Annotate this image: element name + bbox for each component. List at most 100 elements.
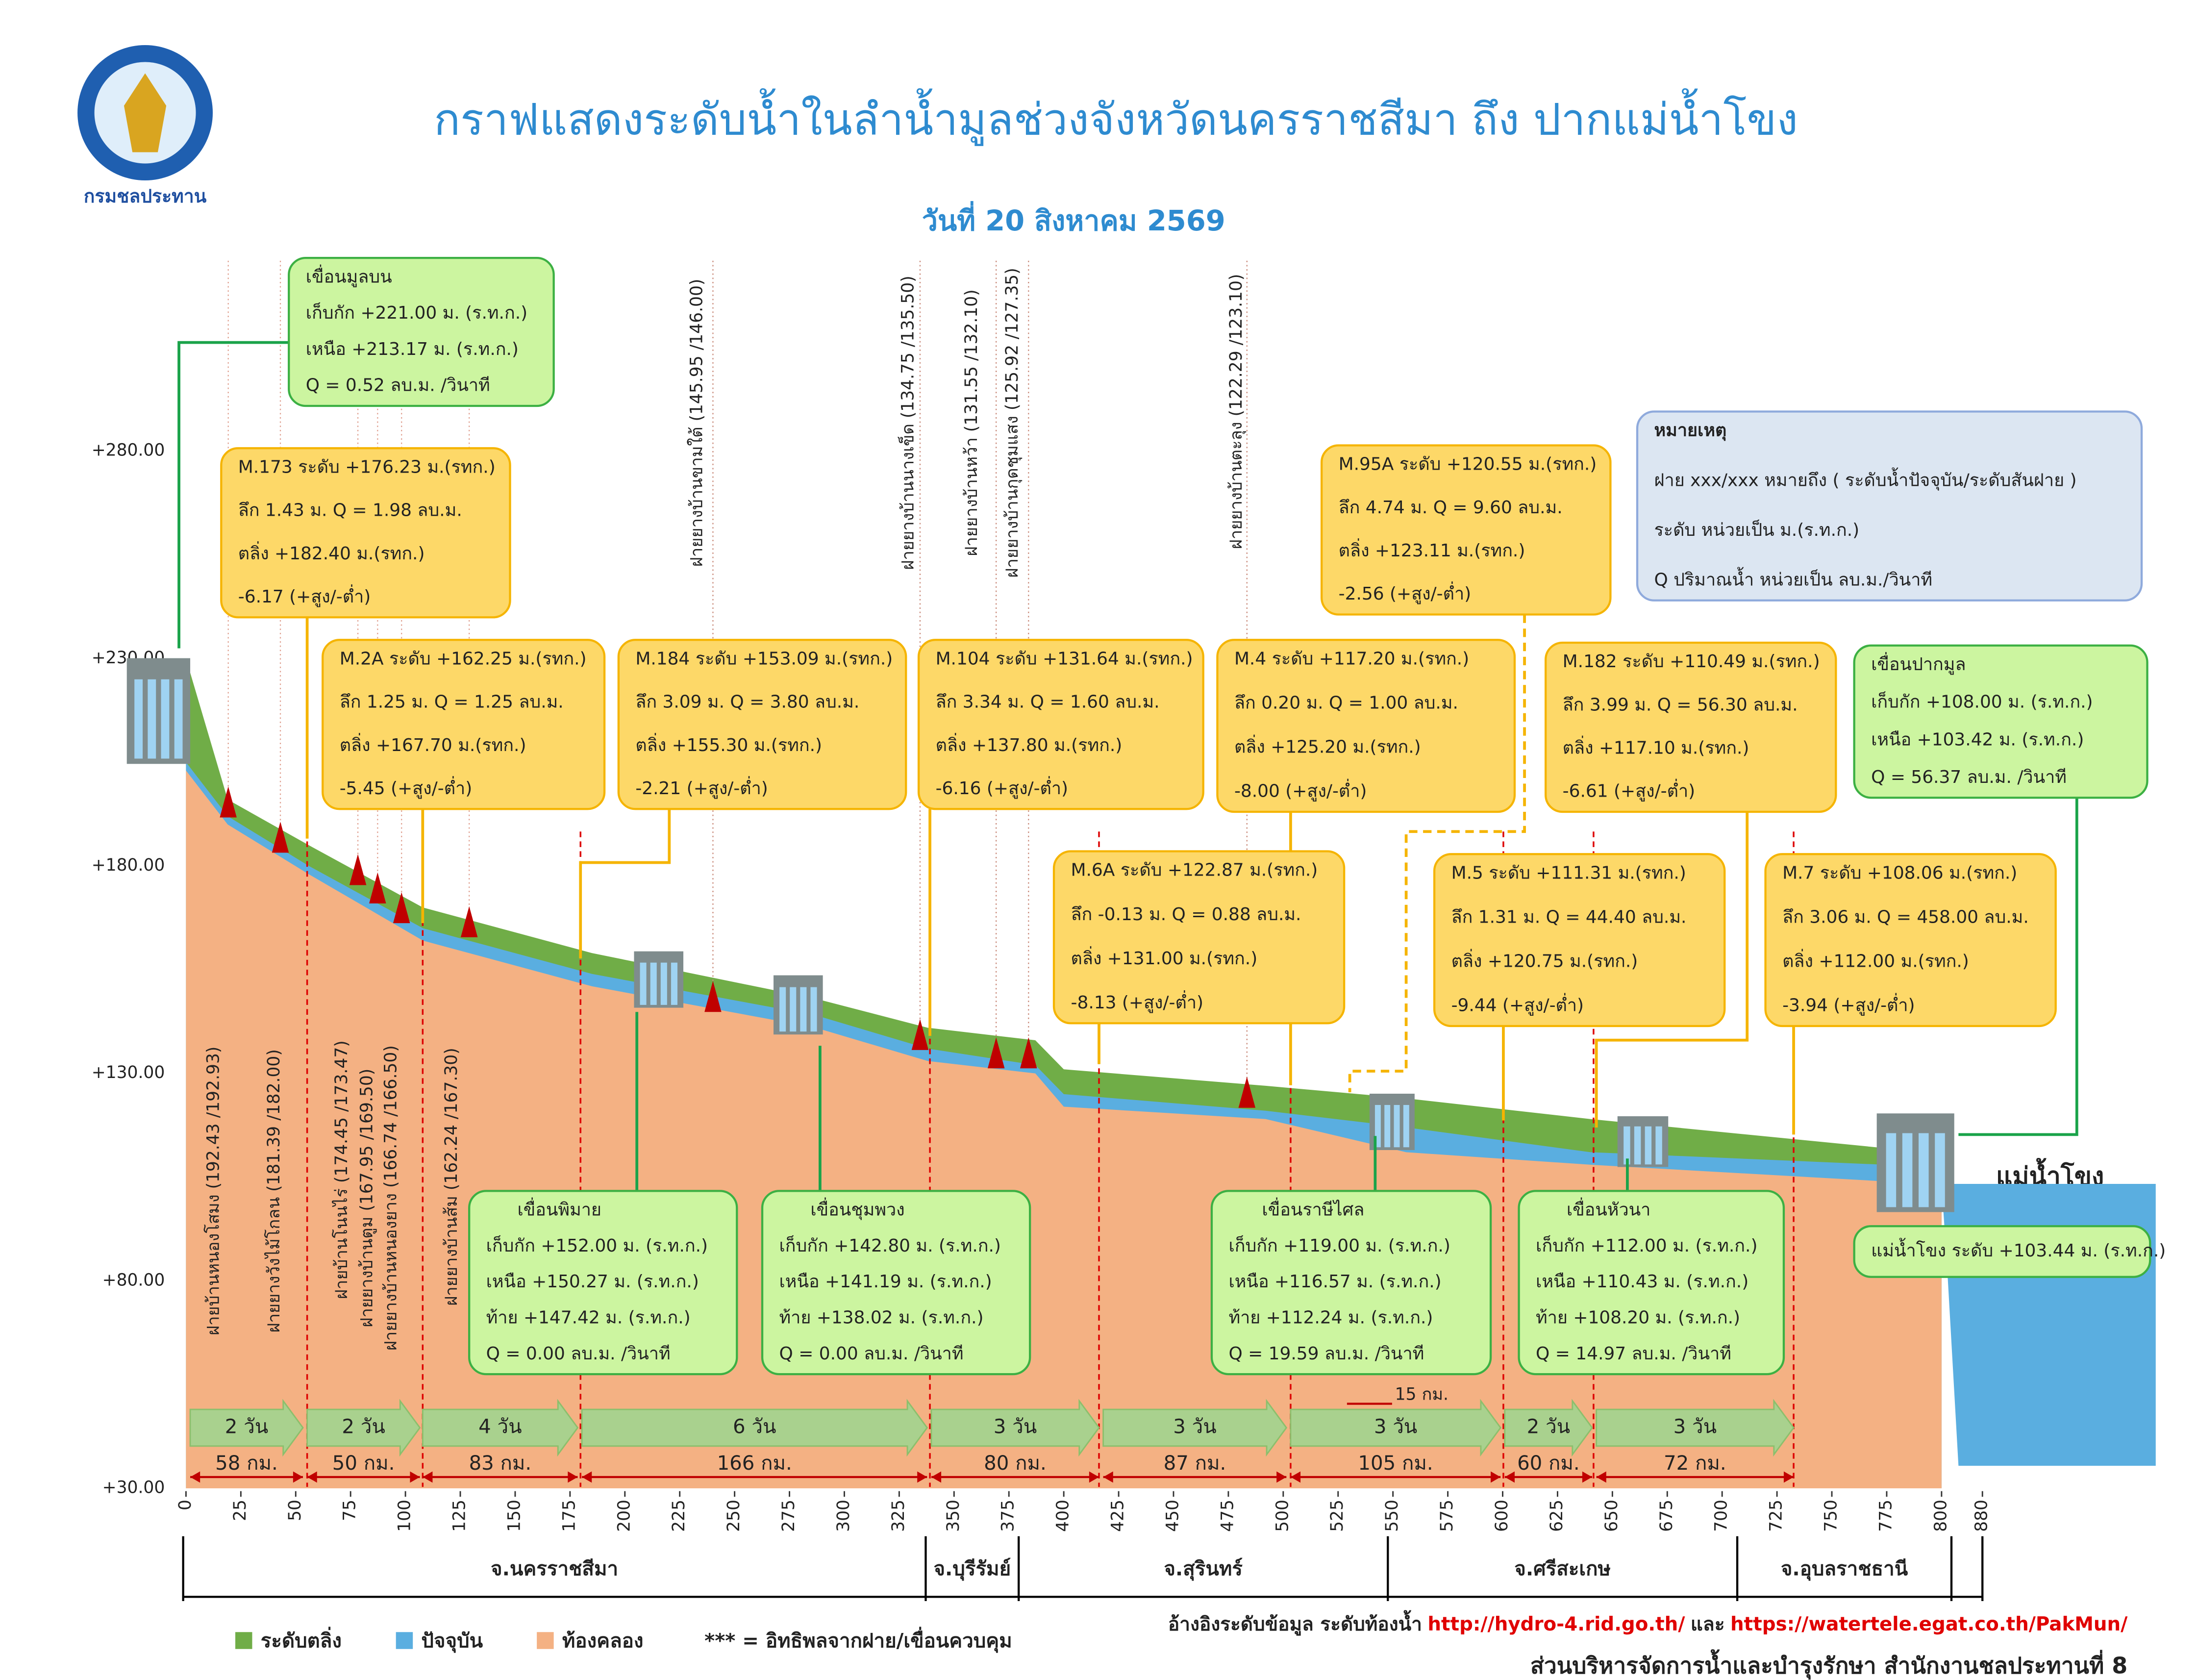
x-tick-label: 600 bbox=[1492, 1500, 1512, 1532]
reference-url2: https://watertele.egat.co.th/PakMun/ bbox=[1730, 1613, 2128, 1635]
connector bbox=[1595, 812, 1749, 1128]
reference-prefix: อ้างอิงระดับข้อมูล ระดับท้องน้ำ bbox=[1168, 1609, 1422, 1635]
travel-arrow bbox=[189, 1399, 304, 1457]
annotation-line: เขื่อนพิมาย bbox=[517, 1198, 601, 1220]
x-tick-label: 200 bbox=[614, 1500, 634, 1532]
y-tick-label: +180.00 bbox=[92, 855, 165, 875]
weir-marker bbox=[220, 786, 237, 818]
dam-spill bbox=[1919, 1133, 1929, 1207]
annotation-line: เก็บกัก +152.00 ม. (ร.ท.ก.) bbox=[486, 1234, 708, 1256]
dam-spill bbox=[1655, 1126, 1662, 1165]
x-tick-label: 550 bbox=[1382, 1500, 1402, 1532]
annotation-line: หมายเหตุ bbox=[1654, 421, 1726, 441]
province-label: จ.บุรีรัมย์ bbox=[933, 1558, 1011, 1581]
x-tick-label: 500 bbox=[1273, 1500, 1292, 1532]
x-tick-label: 450 bbox=[1163, 1500, 1182, 1532]
annotation-line: ตลิ่ง +137.80 ม.(รทก.) bbox=[936, 733, 1123, 755]
dam-spill bbox=[1634, 1126, 1641, 1165]
annotation-line: -2.56 (+สูง/-ต่ำ) bbox=[1339, 581, 1472, 604]
annotation-line: Q ปริมาณน้ำ หน่วยเป็น ลบ.ม./วินาที bbox=[1654, 567, 1932, 590]
travel-distance: 80 กม. bbox=[984, 1452, 1047, 1475]
dam-spill bbox=[1645, 1126, 1652, 1165]
weir-marker bbox=[1238, 1077, 1256, 1108]
x-tick-label: 25 bbox=[230, 1500, 250, 1521]
legend-note: *** = อิทธิพลจากฝาย/เขื่อนควบคุม bbox=[704, 1626, 1012, 1653]
connector bbox=[579, 809, 671, 958]
x-tick-label: 650 bbox=[1602, 1500, 1622, 1532]
travel-days: 2 วัน bbox=[225, 1415, 268, 1438]
annotation-line: เขื่อนปากมูล bbox=[1871, 652, 1966, 675]
annotation-line: เขื่อนมูลบน bbox=[306, 264, 392, 287]
dam-spill bbox=[148, 679, 156, 759]
annotation-line: Q = 14.97 ลบ.ม. /วินาที bbox=[1536, 1344, 1731, 1364]
annotation-line: ตลิ่ง +131.00 ม.(รทก.) bbox=[1071, 946, 1258, 969]
travel-arrow bbox=[930, 1399, 1100, 1457]
travel-days: 2 วัน bbox=[1527, 1415, 1570, 1438]
annotation-box bbox=[288, 256, 555, 407]
annotation-line: ตลิ่ง +117.10 ม.(รทก.) bbox=[1563, 736, 1749, 758]
annotation-line: -8.00 (+สูง/-ต่ำ) bbox=[1234, 779, 1367, 802]
annotation-line: Q = 0.52 ลบ.ม. /วินาที bbox=[306, 376, 490, 396]
annotation-box bbox=[1545, 641, 1837, 813]
annotation-line: ตลิ่ง +112.00 ม.(รทก.) bbox=[1782, 949, 1969, 972]
x-tick-label: 275 bbox=[779, 1500, 799, 1532]
travel-arrow bbox=[1102, 1399, 1288, 1457]
legend-label: ระดับตลิ่ง bbox=[261, 1626, 342, 1652]
x-tick-label: 375 bbox=[999, 1500, 1018, 1532]
annotation-line: ลึก 3.34 ม. Q = 1.60 ลบ.ม. bbox=[936, 692, 1160, 712]
annotation-box bbox=[1433, 853, 1726, 1028]
annotation-line: -5.45 (+สูง/-ต่ำ) bbox=[340, 776, 473, 799]
x-tick-label: 725 bbox=[1767, 1500, 1786, 1532]
annotation-line: ท้าย +112.24 ม. (ร.ท.ก.) bbox=[1228, 1308, 1433, 1328]
connector bbox=[177, 341, 289, 649]
travel-distance: 50 กม. bbox=[332, 1452, 395, 1475]
annotation-line: เขื่อนหัวนา bbox=[1567, 1198, 1651, 1220]
province-label: จ.อุบลราชธานี bbox=[1781, 1558, 1908, 1581]
weir-label: ฝายยางวังไม้โกลน (181.39 /182.00) bbox=[264, 1049, 284, 1332]
weir-marker bbox=[272, 822, 289, 853]
dam-spill bbox=[1374, 1105, 1381, 1148]
dam-spill bbox=[174, 679, 183, 759]
annotation-line: ลึก 3.99 ม. Q = 56.30 ลบ.ม. bbox=[1563, 695, 1798, 715]
travel-distance: 60 กม. bbox=[1517, 1452, 1580, 1475]
annotation-box bbox=[1052, 850, 1346, 1025]
annotation-line: M.95A ระดับ +120.55 ม.(รทก.) bbox=[1339, 454, 1597, 475]
travel-distance: 87 กม. bbox=[1164, 1452, 1226, 1475]
travel-days: 3 วัน bbox=[1173, 1415, 1216, 1438]
annotation-line: -9.44 (+สูง/-ต่ำ) bbox=[1451, 993, 1584, 1016]
annotation-line: ตลิ่ง +123.11 ม.(รทก.) bbox=[1339, 538, 1525, 561]
travel-arrow bbox=[581, 1399, 928, 1457]
dam-spill bbox=[1624, 1126, 1630, 1165]
x-tick-label: 575 bbox=[1437, 1500, 1457, 1532]
annotation-line: เขื่อนชุมพวง bbox=[810, 1198, 904, 1220]
weir-label: ฝายยางบ้านหว้า (131.55 /132.10) bbox=[962, 289, 981, 556]
annotation-line: ลึก -0.13 ม. Q = 0.88 ลบ.ม. bbox=[1071, 904, 1301, 925]
x-tick-label: 100 bbox=[395, 1500, 415, 1532]
connector-dashed bbox=[1348, 614, 1526, 1093]
annotation-line: M.173 ระดับ +176.23 ม.(รทก.) bbox=[238, 457, 496, 477]
annotation-line: -6.61 (+สูง/-ต่ำ) bbox=[1563, 779, 1696, 802]
annotation-line: เก็บกัก +119.00 ม. (ร.ท.ก.) bbox=[1228, 1234, 1450, 1256]
dam-spill bbox=[1886, 1133, 1897, 1207]
travel-days: 3 วัน bbox=[1673, 1415, 1717, 1438]
weir-marker bbox=[1020, 1037, 1037, 1069]
annotation-line: -8.13 (+สูง/-ต่ำ) bbox=[1071, 990, 1204, 1013]
annotation-line: เก็บกัก +142.80 ม. (ร.ท.ก.) bbox=[779, 1234, 1001, 1256]
dam-spill bbox=[1403, 1105, 1409, 1148]
x-tick-label: 150 bbox=[504, 1500, 524, 1532]
annotation-line: ท้าย +147.42 ม. (ร.ท.ก.) bbox=[486, 1308, 691, 1328]
x-tick-label: 125 bbox=[450, 1500, 470, 1532]
annotation-line: เก็บกัก +108.00 ม. (ร.ท.ก.) bbox=[1871, 691, 2093, 712]
reference-joiner: และ bbox=[1691, 1613, 1725, 1635]
x-tick-label: 800 bbox=[1931, 1500, 1950, 1532]
x-tick-label: 175 bbox=[559, 1500, 579, 1532]
annotation-line: ลึก 1.43 ม. Q = 1.98 ลบ.ม. bbox=[238, 501, 462, 521]
x-tick-label: 625 bbox=[1547, 1500, 1567, 1532]
weir-label: ฝายบ้านหนองโสมง (192.43 /192.93) bbox=[203, 1047, 223, 1335]
annotation-line: M.104 ระดับ +131.64 ม.(รทก.) bbox=[936, 649, 1193, 669]
annotation-box bbox=[1518, 1190, 1785, 1376]
annotation-line: Q = 19.59 ลบ.ม. /วินาที bbox=[1228, 1344, 1424, 1364]
x-tick-label: 350 bbox=[944, 1500, 963, 1532]
annotation-line: M.6A ระดับ +122.87 ม.(รทก.) bbox=[1071, 860, 1318, 880]
annotation-box bbox=[220, 447, 511, 619]
